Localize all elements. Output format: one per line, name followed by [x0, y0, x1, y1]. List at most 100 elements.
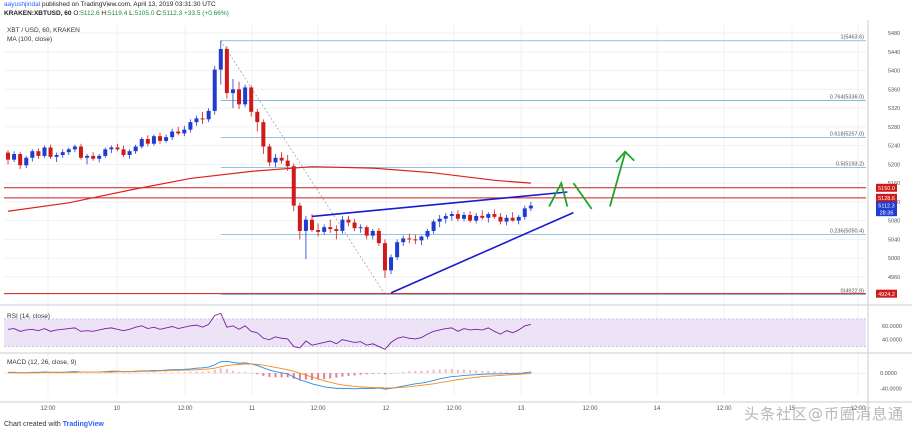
x-tick-label: 11: [249, 406, 256, 412]
macd-histogram-bar: [408, 371, 411, 374]
candle-body: [310, 219, 314, 230]
candle-body: [443, 215, 448, 219]
candle: [218, 40, 223, 85]
macd-histogram-bar: [152, 372, 155, 374]
candle: [310, 214, 314, 232]
macd-histogram-bar: [146, 372, 149, 374]
candle-body: [468, 214, 473, 221]
ohlc-low: 5105.0: [134, 10, 155, 17]
candle: [261, 119, 266, 155]
footer-prefix: Chart created with: [4, 421, 61, 428]
candle: [200, 111, 205, 125]
candle-body: [407, 238, 412, 240]
candle: [127, 149, 132, 159]
macd-histogram-bar: [323, 373, 326, 380]
macd-histogram-bar: [274, 373, 277, 378]
macd-histogram-bar: [505, 371, 508, 374]
candle: [510, 212, 515, 222]
x-tick-label: 15: [789, 406, 796, 412]
candle: [267, 143, 272, 167]
candle-body: [139, 139, 144, 147]
candle: [504, 214, 509, 226]
ohlc-high: 5119.4: [107, 10, 128, 17]
macd-histogram-bar: [298, 373, 301, 380]
candle: [121, 145, 126, 157]
footer: Chart created with TradingView: [4, 421, 104, 428]
rsi-tick-label: 40.0000: [882, 338, 902, 344]
candle: [382, 239, 387, 278]
macd-histogram-bar: [420, 370, 423, 374]
candle: [24, 155, 29, 169]
candle-body: [170, 131, 175, 138]
candle-body: [218, 48, 223, 70]
macd-tick-label: 0.0000: [880, 371, 897, 377]
ma-legend: MA (100, close): [7, 36, 52, 43]
symbol-label: KRAKEN:XBTUSD, 60: [4, 10, 72, 17]
candle-body: [158, 136, 162, 141]
candle: [322, 224, 327, 235]
candle-body: [188, 122, 193, 130]
candle-body: [346, 219, 351, 223]
projection-arrow-up: [609, 152, 626, 207]
candle: [224, 46, 229, 99]
candle: [115, 143, 120, 152]
macd-histogram-bar: [189, 372, 192, 374]
macd-histogram-bar: [43, 372, 46, 374]
fib-level-label: 0(4922.8): [840, 288, 864, 294]
candle-body: [516, 216, 521, 221]
candle: [425, 229, 430, 240]
macd-histogram-bar: [19, 373, 22, 374]
candle-body: [395, 242, 400, 258]
fib-level-label: 0.236(5050.4): [830, 229, 864, 235]
macd-histogram-bar: [67, 372, 70, 374]
candle-body: [413, 239, 418, 241]
x-tick-label: 12:00: [582, 406, 598, 412]
macd-histogram-bar: [86, 373, 89, 374]
candle: [103, 147, 108, 158]
macd-histogram-bar: [183, 372, 186, 374]
candle: [176, 126, 181, 136]
macd-histogram-bar: [444, 369, 447, 374]
candle-body: [364, 227, 369, 236]
candle: [212, 65, 217, 115]
price-tag-bg: [876, 208, 897, 217]
macd-histogram-bar: [347, 373, 350, 376]
candle-body: [12, 154, 17, 160]
candle-body: [322, 227, 327, 232]
candle: [237, 81, 242, 110]
candle-body: [382, 243, 387, 271]
macd-histogram-bar: [353, 373, 356, 376]
y-tick-label: 5280: [888, 125, 900, 131]
rsi-tick-label: 60.0000: [882, 324, 902, 330]
candle-body: [492, 214, 497, 217]
price-tag-bg: [876, 183, 897, 192]
macd-histogram-bar: [195, 371, 198, 374]
rsi-line: [7, 312, 531, 350]
candle: [303, 215, 308, 260]
macd-histogram-bar: [207, 371, 210, 374]
macd-pane: [4, 360, 866, 390]
candle-body: [72, 146, 77, 150]
candle: [206, 108, 211, 123]
macd-histogram-bar: [256, 373, 259, 375]
candle-body: [267, 146, 272, 163]
candle-body: [480, 215, 485, 218]
tradingview-logo[interactable]: TradingView: [62, 421, 104, 428]
candle: [188, 119, 193, 133]
watermark: 头条社区@币圈消息通: [743, 405, 904, 423]
price-pane: 1(5463.6) 0.764(5336.0) 0.618(5257.0) 0.5(5…: [4, 35, 866, 295]
candle-body: [237, 89, 242, 105]
macd-histogram-bar: [49, 373, 52, 374]
macd-histogram-bar: [396, 372, 399, 374]
candle-body: [121, 149, 126, 155]
macd-histogram-bar: [165, 372, 168, 374]
author-link[interactable]: aayushjindal: [4, 1, 41, 8]
macd-histogram-bar: [92, 373, 95, 374]
candle-body: [24, 157, 29, 166]
macd-histogram-bar: [25, 373, 28, 374]
price-tag-label: 5150.0: [878, 186, 895, 192]
candle: [12, 151, 17, 162]
candle-body: [36, 151, 41, 156]
candle: [480, 210, 485, 220]
